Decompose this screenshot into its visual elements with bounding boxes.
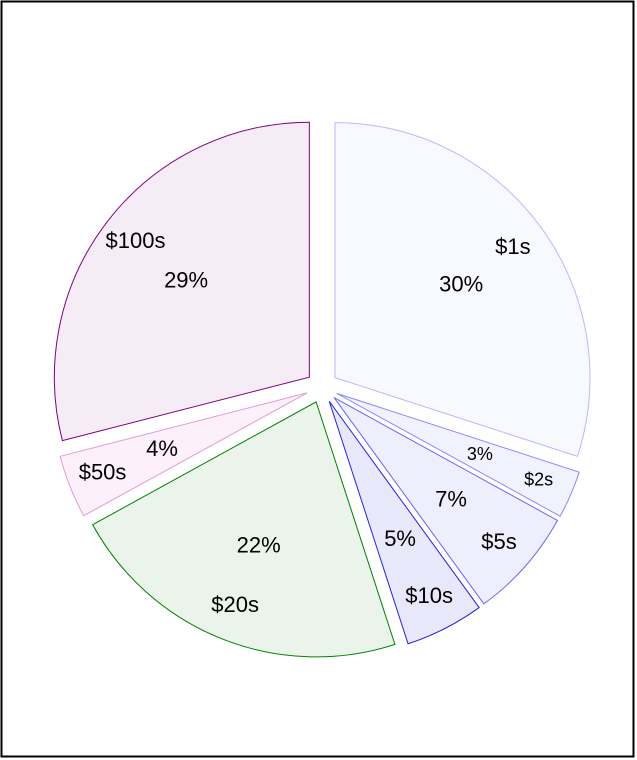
slice-value-label: 5% <box>384 526 416 551</box>
pie-slice <box>334 122 591 458</box>
pie-slice <box>91 401 396 658</box>
slice-name-label: $100s <box>106 228 166 253</box>
pie-slice <box>53 121 310 442</box>
slice-value-label: 4% <box>146 436 178 461</box>
slice-name-label: $2s <box>524 469 553 489</box>
slice-name-label: $5s <box>481 529 516 554</box>
pie-slice <box>333 397 559 605</box>
slice-value-label: 3% <box>467 444 493 464</box>
pie-slice <box>59 392 308 517</box>
slice-value-label: 30% <box>439 272 483 297</box>
pie-slice <box>328 400 480 645</box>
pie-slice <box>336 392 580 517</box>
slice-value-label: 29% <box>164 267 208 292</box>
slice-name-label: $10s <box>405 583 453 608</box>
slice-name-label: $50s <box>79 460 127 485</box>
slice-name-label: $20s <box>211 592 259 617</box>
slice-name-label: $1s <box>495 234 530 259</box>
slice-value-label: 22% <box>237 533 281 558</box>
slice-value-label: 7% <box>435 487 467 512</box>
